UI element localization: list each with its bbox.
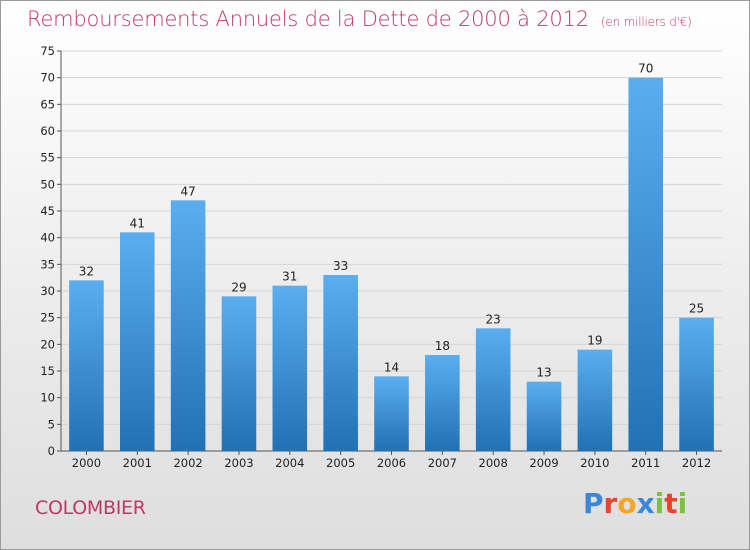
x-tick-label: 2007 [428, 456, 457, 470]
bar [577, 349, 613, 451]
bar [69, 280, 104, 451]
label-layer: 32 41 47 29 31 33 14 18 23 13 19 70 25 [79, 62, 704, 380]
y-tick-label: 55 [40, 151, 55, 165]
bar [374, 376, 409, 451]
y-tick-label: 40 [40, 231, 55, 245]
bar-layer [69, 77, 714, 452]
y-tick-label: 35 [40, 257, 55, 271]
bar [221, 296, 257, 451]
y-tick-label: 5 [48, 417, 55, 431]
logo-letter: t [664, 487, 678, 520]
y-tick-label: 15 [40, 364, 55, 378]
y-tick-label: 50 [40, 177, 55, 191]
x-tick-label: 2012 [682, 456, 711, 470]
logo-letter: x [636, 487, 655, 520]
logo-letter: i [677, 487, 688, 520]
x-tick-label: 2005 [326, 456, 355, 470]
y-tick-label: 20 [40, 337, 55, 351]
bar [526, 381, 562, 451]
bar [425, 355, 460, 451]
bar [170, 200, 206, 451]
y-tick-label: 0 [48, 444, 55, 458]
x-tick-label: 2008 [479, 456, 508, 470]
data-label: 23 [486, 312, 501, 326]
logo-letter: i [654, 487, 665, 520]
y-tick-label: 70 [40, 71, 55, 85]
logo-letter: r [603, 487, 618, 520]
data-label: 13 [536, 366, 551, 380]
chart-subtitle: (en milliers d'€) [600, 15, 692, 29]
x-tick-label: 2009 [529, 456, 558, 470]
x-tick-label: 2002 [173, 456, 202, 470]
x-tick-label: 2006 [377, 456, 406, 470]
bar [323, 275, 358, 451]
data-label: 32 [79, 264, 94, 278]
x-tick-label: 2003 [224, 456, 253, 470]
bar [272, 285, 308, 451]
logo-letter: P [583, 487, 604, 520]
data-label: 19 [587, 334, 602, 348]
bar [628, 77, 664, 452]
y-tick-label: 30 [40, 284, 55, 298]
data-label: 25 [689, 302, 704, 316]
bar [679, 317, 714, 451]
data-label: 33 [333, 259, 348, 273]
y-tick-label: 60 [40, 124, 55, 138]
proxiti-logo[interactable]: Proxiti [583, 487, 687, 520]
data-label: 41 [130, 216, 145, 230]
data-label: 14 [384, 360, 399, 374]
data-label: 29 [231, 280, 246, 294]
bar [119, 232, 155, 451]
city-name: COLOMBIER [35, 497, 146, 519]
x-tick-label: 2000 [72, 456, 101, 470]
data-label: 47 [180, 184, 195, 198]
logo-letter: o [617, 487, 637, 520]
y-tick-label: 45 [40, 204, 55, 218]
x-tick-label: 2011 [631, 456, 660, 470]
bar [475, 328, 511, 451]
x-tick-label: 2001 [123, 456, 152, 470]
data-label: 70 [638, 62, 653, 76]
y-tick-label: 65 [40, 97, 55, 111]
chart-title: Remboursements Annuels de la Dette de 20… [27, 7, 692, 31]
x-tick-label: 2010 [580, 456, 609, 470]
data-label: 18 [435, 339, 450, 353]
y-tick-label: 75 [40, 44, 55, 58]
y-tick-label: 25 [40, 311, 55, 325]
x-tick-label: 2004 [275, 456, 304, 470]
y-tick-label: 10 [40, 391, 55, 405]
chart-title-text: Remboursements Annuels de la Dette de 20… [27, 7, 589, 31]
data-label: 31 [282, 270, 297, 284]
